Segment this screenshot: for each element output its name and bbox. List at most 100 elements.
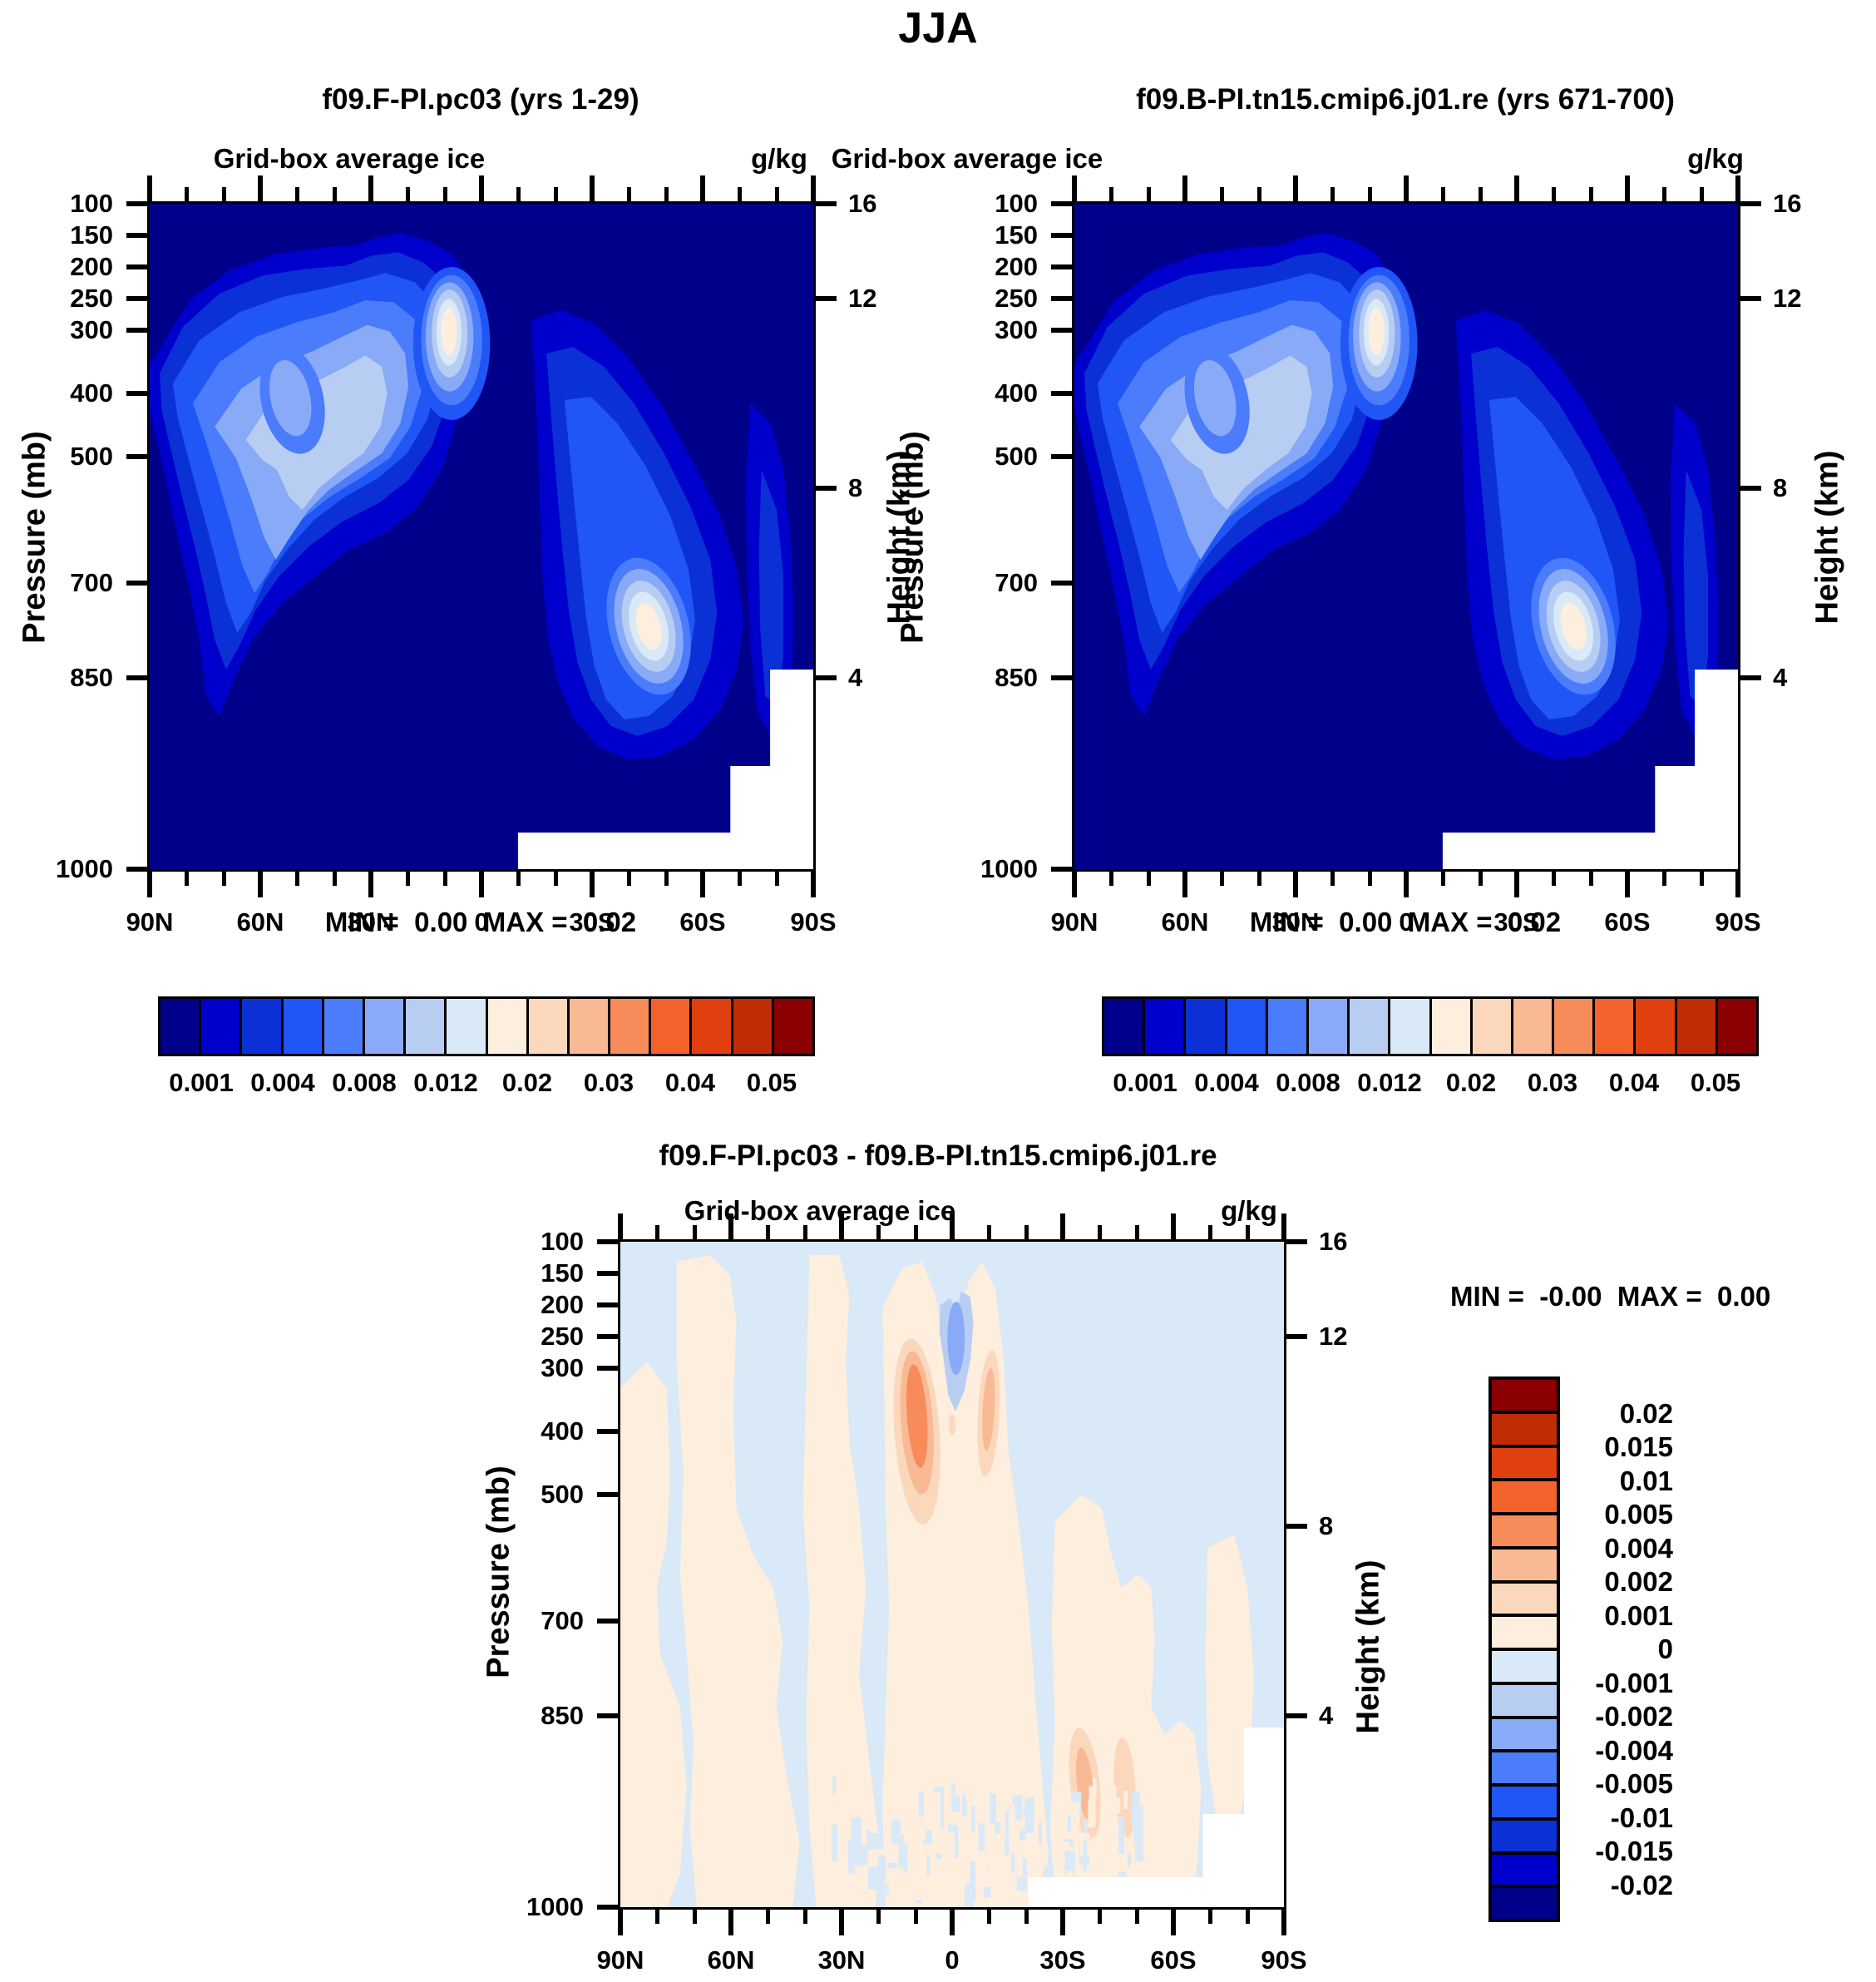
right-xtick-minor — [1441, 869, 1445, 886]
diff-ytick-label: 850 — [541, 1701, 584, 1731]
left-xtick-minor-top — [406, 187, 410, 204]
left-xtick-minor — [664, 869, 669, 886]
diff-colorbar-cell[interactable] — [1492, 1752, 1557, 1787]
right-colorbar-cell[interactable] — [1309, 999, 1350, 1054]
left-colorbar-cell[interactable] — [651, 999, 692, 1054]
diff-colorbar-cell[interactable] — [1492, 1821, 1557, 1855]
diff-colorbar-cell[interactable] — [1492, 1855, 1557, 1889]
right-colorbar-cell[interactable] — [1595, 999, 1636, 1054]
right-colorbar-cell[interactable] — [1677, 999, 1718, 1054]
diff-colorbar-cell[interactable] — [1492, 1685, 1557, 1719]
left-colorbar-label: 0.04 — [665, 1068, 715, 1098]
right-xtick-major-top — [1404, 175, 1409, 204]
left-xtick-major-top — [368, 175, 373, 204]
diff-colorbar[interactable] — [1488, 1377, 1560, 1922]
diff-ytick-label: 500 — [541, 1480, 584, 1510]
left-colorbar-cell[interactable] — [570, 999, 610, 1054]
left-colorbar-cell[interactable] — [733, 999, 774, 1054]
left-colorbar-cell[interactable] — [201, 999, 242, 1054]
left-colorbar-cell[interactable] — [160, 999, 201, 1054]
right-colorbar-cell[interactable] — [1636, 999, 1676, 1054]
right-xtick-minor-top — [1220, 187, 1224, 204]
left-xtick-minor-top — [738, 187, 742, 204]
right-colorbar-cell[interactable] — [1227, 999, 1268, 1054]
diff-xtick-minor-top — [914, 1225, 918, 1242]
diff-colorbar-label: 0.005 — [1604, 1499, 1673, 1530]
right-y-axis-label: Pressure (mb) — [896, 431, 931, 644]
right-colorbar-cell[interactable] — [1268, 999, 1309, 1054]
left-colorbar-cell[interactable] — [284, 999, 324, 1054]
right-colorbar-cell[interactable] — [1186, 999, 1227, 1054]
right-colorbar-cell[interactable] — [1513, 999, 1554, 1054]
left-y2tick — [813, 201, 837, 206]
diff-colorbar-cell[interactable] — [1492, 1448, 1557, 1482]
right-xtick-minor-top — [1109, 187, 1113, 204]
diff-colorbar-cell[interactable] — [1492, 1380, 1557, 1414]
diff-colorbar-cell[interactable] — [1492, 1584, 1557, 1618]
left-xtick-minor — [333, 869, 337, 886]
diff-ytick — [597, 1239, 620, 1244]
left-colorbar-cell[interactable] — [324, 999, 365, 1054]
right-y2tick-label: 16 — [1773, 189, 1801, 219]
right-colorbar-cell[interactable] — [1432, 999, 1473, 1054]
diff-xtick-minor-top — [1135, 1225, 1139, 1242]
right-xtick-minor — [1552, 869, 1556, 886]
left-ytick — [126, 454, 150, 459]
right-colorbar-cell[interactable] — [1104, 999, 1145, 1054]
left-xtick-major-top — [147, 175, 152, 204]
right-xtick-minor — [1147, 869, 1151, 886]
right-xtick-label: 0 — [1399, 907, 1413, 937]
right-xtick-minor-top — [1662, 187, 1666, 204]
right-xtick-minor-top — [1257, 187, 1261, 204]
right-colorbar-cell[interactable] — [1390, 999, 1431, 1054]
left-ytick — [126, 328, 150, 333]
left-colorbar-label: 0.02 — [502, 1068, 552, 1098]
diff-xtick-label: 90S — [1261, 1945, 1306, 1975]
left-colorbar[interactable] — [158, 996, 815, 1056]
left-colorbar-cell[interactable] — [488, 999, 529, 1054]
diff-xtick-minor-top — [655, 1225, 659, 1242]
diff-colorbar-cell[interactable] — [1492, 1719, 1557, 1753]
diff-xtick-minor-top — [1024, 1225, 1029, 1242]
left-xtick-label: 60S — [679, 907, 725, 937]
right-xtick-major — [1404, 869, 1409, 897]
right-y2tick-label: 8 — [1773, 473, 1787, 503]
right-ytick — [1051, 867, 1074, 872]
diff-xtick-minor-top — [1208, 1225, 1212, 1242]
right-colorbar-cell[interactable] — [1473, 999, 1513, 1054]
right-colorbar-cell[interactable] — [1145, 999, 1186, 1054]
diff-colorbar-label: 0.02 — [1620, 1398, 1673, 1430]
left-xtick-minor — [627, 869, 631, 886]
diff-max-value: 0.00 — [1717, 1281, 1770, 1312]
left-ytick — [126, 264, 150, 269]
diff-colorbar-cell[interactable] — [1492, 1888, 1557, 1919]
diff-colorbar-cell[interactable] — [1492, 1651, 1557, 1685]
left-colorbar-cell[interactable] — [406, 999, 447, 1054]
right-xtick-minor — [1330, 869, 1335, 886]
right-colorbar[interactable] — [1102, 996, 1759, 1056]
left-colorbar-cell[interactable] — [692, 999, 733, 1054]
diff-colorbar-cell[interactable] — [1492, 1481, 1557, 1515]
diff-y2tick — [1284, 1239, 1307, 1244]
diff-colorbar-cell[interactable] — [1492, 1787, 1557, 1821]
left-colorbar-cell[interactable] — [529, 999, 570, 1054]
right-colorbar-cell[interactable] — [1554, 999, 1595, 1054]
left-xtick-minor-top — [554, 187, 558, 204]
diff-colorbar-cell[interactable] — [1492, 1550, 1557, 1584]
left-colorbar-cell[interactable] — [774, 999, 812, 1054]
diff-colorbar-cell[interactable] — [1492, 1617, 1557, 1651]
left-colorbar-cell[interactable] — [447, 999, 487, 1054]
left-panel-subtitle: Grid-box average ice — [214, 143, 485, 175]
diff-colorbar-cell[interactable] — [1492, 1515, 1557, 1550]
diff-colorbar-label: -0.001 — [1595, 1668, 1673, 1699]
left-colorbar-cell[interactable] — [610, 999, 651, 1054]
left-xtick-label: 60N — [237, 907, 284, 937]
diff-xtick-label: 0 — [945, 1945, 959, 1975]
right-colorbar-cell[interactable] — [1718, 999, 1756, 1054]
right-colorbar-cell[interactable] — [1350, 999, 1390, 1054]
right-xtick-major-top — [1735, 175, 1740, 204]
left-colorbar-cell[interactable] — [365, 999, 406, 1054]
diff-colorbar-label: -0.004 — [1595, 1735, 1673, 1767]
left-colorbar-cell[interactable] — [242, 999, 283, 1054]
diff-colorbar-cell[interactable] — [1492, 1414, 1557, 1448]
